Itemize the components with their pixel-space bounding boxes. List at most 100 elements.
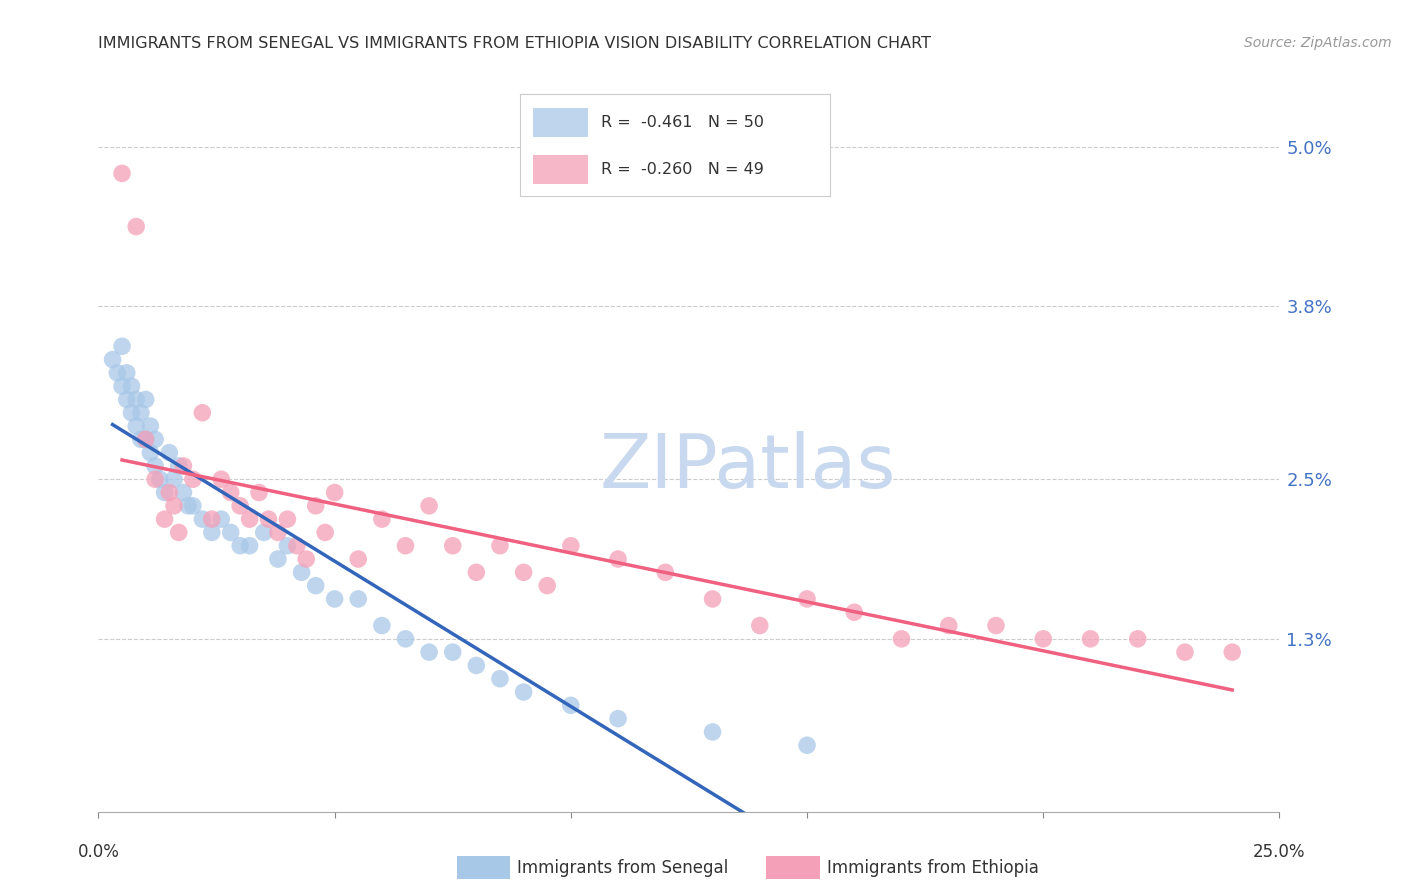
- Point: [267, 525, 290, 540]
- Point: [139, 419, 162, 434]
- Point: [465, 658, 488, 673]
- Point: [276, 539, 298, 553]
- Point: [394, 632, 416, 646]
- Point: [181, 499, 204, 513]
- Point: [285, 539, 308, 553]
- Point: [111, 379, 134, 393]
- Point: [984, 618, 1007, 632]
- Point: [607, 712, 630, 726]
- Point: [219, 485, 242, 500]
- Point: [512, 685, 534, 699]
- Point: [115, 392, 138, 407]
- Point: [209, 472, 232, 486]
- Point: [239, 512, 262, 526]
- Point: [157, 485, 180, 500]
- Point: [143, 433, 166, 447]
- Text: 0.0%: 0.0%: [77, 843, 120, 861]
- Point: [748, 618, 770, 632]
- Point: [1220, 645, 1243, 659]
- Point: [560, 539, 582, 553]
- Point: [129, 406, 152, 420]
- Point: [219, 525, 242, 540]
- Point: [347, 591, 370, 606]
- Text: R =  -0.260   N = 49: R = -0.260 N = 49: [600, 162, 763, 178]
- Bar: [533, 108, 588, 136]
- Point: [172, 485, 194, 500]
- Point: [796, 591, 818, 606]
- Point: [371, 512, 394, 526]
- Point: [1126, 632, 1149, 646]
- Point: [418, 645, 440, 659]
- Point: [143, 458, 166, 473]
- Point: [177, 499, 200, 513]
- Point: [139, 445, 162, 459]
- Text: Source: ZipAtlas.com: Source: ZipAtlas.com: [1244, 36, 1392, 50]
- Point: [239, 539, 262, 553]
- Point: [121, 406, 143, 420]
- Point: [172, 458, 194, 473]
- Point: [153, 485, 176, 500]
- Point: [796, 738, 818, 752]
- Point: [125, 219, 148, 234]
- Point: [890, 632, 912, 646]
- Point: [418, 499, 440, 513]
- Point: [209, 512, 232, 526]
- Point: [489, 672, 512, 686]
- Point: [167, 525, 190, 540]
- Point: [167, 458, 190, 473]
- Point: [371, 618, 394, 632]
- Point: [125, 392, 148, 407]
- Point: [121, 379, 143, 393]
- Point: [347, 552, 370, 566]
- Point: [181, 472, 204, 486]
- Point: [143, 472, 166, 486]
- Point: [125, 419, 148, 434]
- Point: [1080, 632, 1102, 646]
- Bar: [533, 155, 588, 184]
- Point: [489, 539, 512, 553]
- Point: [267, 552, 290, 566]
- Point: [305, 579, 328, 593]
- Text: Immigrants from Senegal: Immigrants from Senegal: [517, 859, 728, 877]
- Point: [290, 566, 312, 580]
- Point: [111, 339, 134, 353]
- Text: 25.0%: 25.0%: [1253, 843, 1306, 861]
- Point: [129, 433, 152, 447]
- Point: [157, 445, 180, 459]
- Point: [276, 512, 298, 526]
- Point: [1032, 632, 1054, 646]
- Point: [512, 566, 534, 580]
- Point: [536, 579, 558, 593]
- Text: Immigrants from Ethiopia: Immigrants from Ethiopia: [827, 859, 1039, 877]
- Point: [465, 566, 488, 580]
- Point: [191, 406, 214, 420]
- Point: [257, 512, 280, 526]
- Point: [149, 472, 172, 486]
- Point: [163, 472, 186, 486]
- Point: [101, 352, 124, 367]
- Text: R =  -0.461   N = 50: R = -0.461 N = 50: [600, 115, 763, 130]
- Text: IMMIGRANTS FROM SENEGAL VS IMMIGRANTS FROM ETHIOPIA VISION DISABILITY CORRELATIO: IMMIGRANTS FROM SENEGAL VS IMMIGRANTS FR…: [98, 36, 931, 51]
- Point: [153, 512, 176, 526]
- Point: [163, 499, 186, 513]
- Point: [295, 552, 318, 566]
- Point: [702, 591, 724, 606]
- Point: [105, 366, 128, 380]
- Point: [702, 725, 724, 739]
- Point: [394, 539, 416, 553]
- Text: ZIPatlas: ZIPatlas: [600, 432, 896, 505]
- Point: [135, 392, 157, 407]
- Point: [201, 525, 224, 540]
- Point: [115, 366, 138, 380]
- Point: [938, 618, 960, 632]
- Point: [1174, 645, 1197, 659]
- Point: [323, 591, 346, 606]
- Point: [607, 552, 630, 566]
- Point: [323, 485, 346, 500]
- Point: [441, 539, 464, 553]
- Point: [191, 512, 214, 526]
- Point: [654, 566, 676, 580]
- Point: [441, 645, 464, 659]
- Point: [247, 485, 270, 500]
- Point: [305, 499, 328, 513]
